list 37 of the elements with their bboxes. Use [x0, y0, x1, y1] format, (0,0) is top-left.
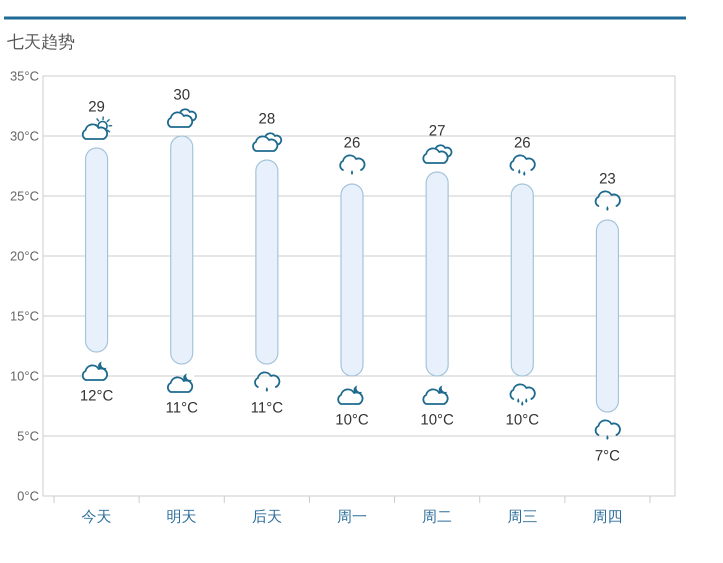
annotation: 11°C	[166, 400, 198, 416]
annotation: 30	[173, 86, 190, 104]
x-tick-label: 周四	[592, 508, 622, 526]
bar	[596, 219, 620, 413]
bar	[340, 183, 364, 377]
y-tick-label: 15°C	[10, 308, 39, 324]
y-tick-label: 5°C	[17, 428, 39, 444]
annotation: 28	[258, 110, 276, 128]
bar	[426, 171, 449, 377]
annotation: 23	[599, 170, 616, 188]
annotation: 26	[514, 134, 531, 152]
annotation: 10°C	[506, 412, 540, 428]
y-tick-label: 25°C	[10, 188, 39, 204]
annotation: 10°C	[335, 412, 369, 428]
y-tick-label: 10°C	[10, 368, 39, 384]
bar	[255, 159, 278, 365]
y-tick-label: 0°C	[17, 488, 39, 504]
x-tick-label: 周二	[422, 508, 452, 526]
x-tick-label: 今天	[82, 508, 112, 526]
annotation: 29	[88, 98, 105, 116]
annotation: 11°C	[250, 400, 284, 416]
y-tick-label: 20°C	[10, 248, 39, 264]
annotation: 12°C	[80, 388, 114, 404]
annotation: 27	[428, 122, 446, 140]
bar	[510, 183, 534, 377]
x-tick-label: 周一	[337, 508, 367, 526]
annotation: 26	[344, 134, 360, 152]
bar	[84, 147, 108, 353]
x-tick-label: 明天	[166, 508, 197, 526]
chart-title: 七天趋势	[7, 32, 75, 52]
bar	[170, 135, 194, 365]
x-tick-label: 周三	[507, 508, 538, 526]
annotation: 7°C	[594, 448, 620, 464]
y-tick-label: 30°C	[10, 128, 39, 144]
x-tick-label: 后天	[252, 508, 282, 526]
y-tick-label: 35°C	[10, 68, 39, 84]
annotation: 10°C	[420, 412, 454, 428]
